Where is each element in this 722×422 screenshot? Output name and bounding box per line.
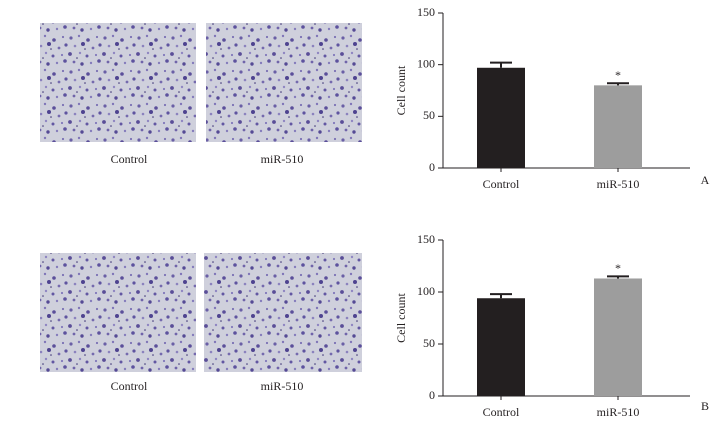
micrograph xyxy=(40,23,196,142)
bar xyxy=(594,278,642,396)
error-bar xyxy=(490,61,512,68)
micrographs-a xyxy=(40,23,362,142)
significance-mark: * xyxy=(615,68,621,82)
x-tick-label: miR-510 xyxy=(597,405,640,419)
y-tick-label: 50 xyxy=(423,336,435,350)
micrographs-b xyxy=(40,253,362,372)
y-tick-label: 100 xyxy=(417,284,435,298)
x-tick-label: Control xyxy=(483,405,520,419)
bar xyxy=(477,67,525,168)
image-caption: miR-510 xyxy=(261,379,304,393)
y-tick-label: 0 xyxy=(429,160,435,174)
y-tick-label: 0 xyxy=(429,388,435,402)
bar xyxy=(594,85,642,168)
y-tick-label: 50 xyxy=(423,108,435,122)
error-bar xyxy=(607,275,629,279)
panel-label: B xyxy=(701,399,709,413)
bar xyxy=(477,298,525,396)
error-bar xyxy=(607,82,629,86)
y-tick-label: 150 xyxy=(417,232,435,246)
significance-mark: * xyxy=(615,261,621,275)
y-tick-label: 150 xyxy=(417,5,435,19)
micrograph xyxy=(40,253,196,372)
y-axis-label: Cell count xyxy=(394,293,408,343)
x-tick-label: Control xyxy=(483,177,520,191)
image-caption: Control xyxy=(111,152,148,166)
error-bar xyxy=(490,293,512,299)
x-tick-label: miR-510 xyxy=(597,177,640,191)
panel-label: A xyxy=(701,173,710,187)
micrograph xyxy=(204,253,362,372)
y-tick-label: 100 xyxy=(417,56,435,70)
image-caption: Control xyxy=(111,379,148,393)
image-caption: miR-510 xyxy=(261,152,304,166)
micrograph xyxy=(206,23,362,142)
y-axis-label: Cell count xyxy=(394,65,408,115)
